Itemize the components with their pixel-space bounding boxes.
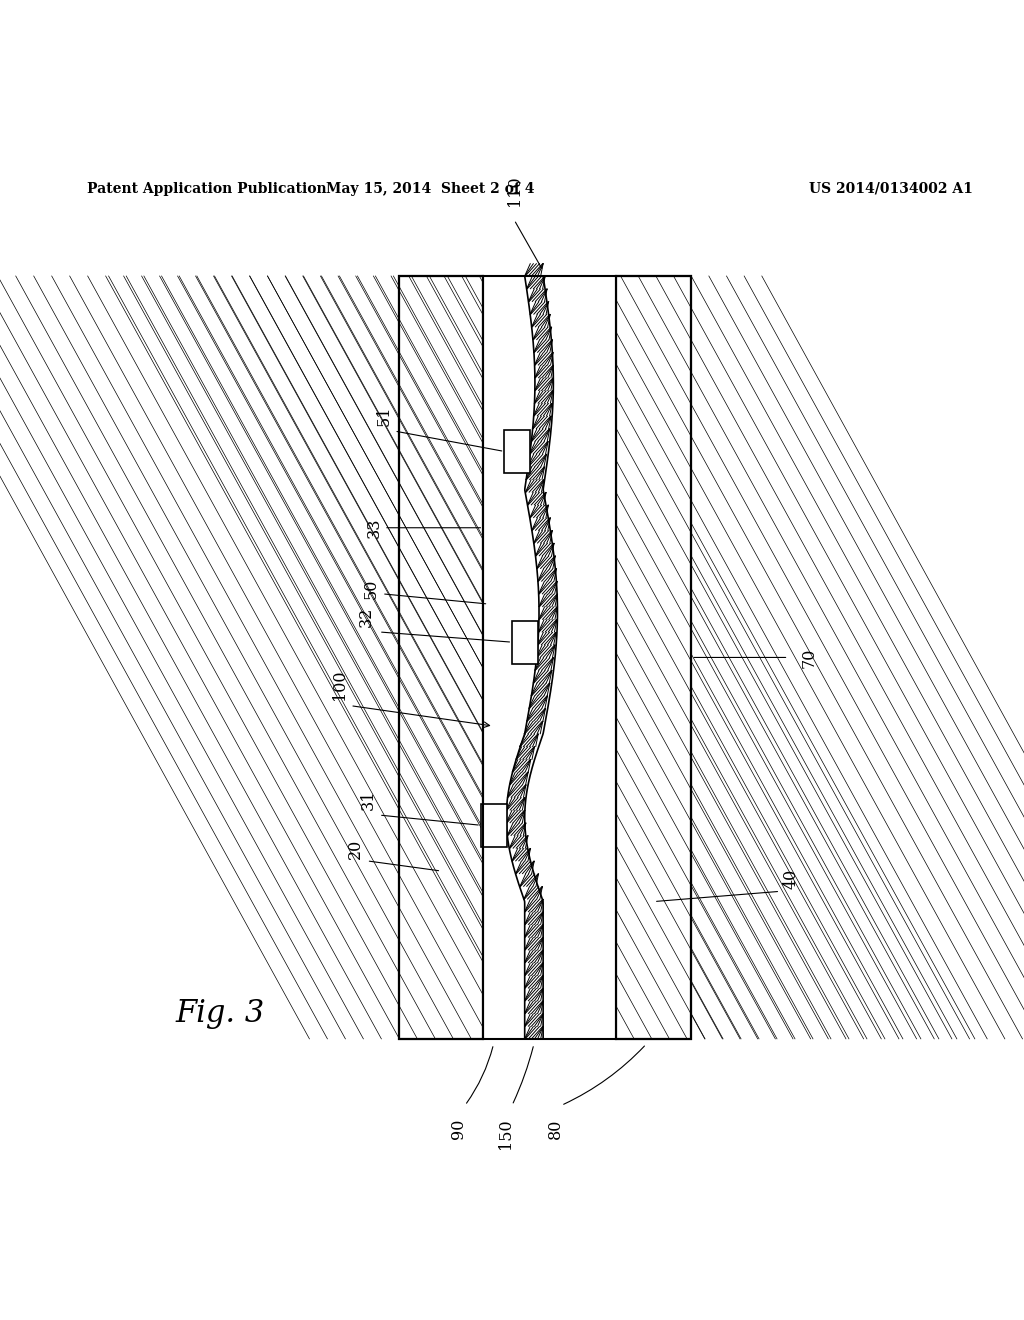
Bar <box>399 276 483 1039</box>
Text: 31: 31 <box>360 789 377 810</box>
Text: 33: 33 <box>366 517 382 539</box>
PathPatch shape <box>506 276 557 1039</box>
Text: 80: 80 <box>547 1119 563 1139</box>
Bar <box>483 276 616 1039</box>
Text: 20: 20 <box>347 838 364 859</box>
Bar <box>505 430 530 473</box>
Bar <box>616 276 691 1039</box>
Text: 51: 51 <box>376 405 392 426</box>
Text: 32: 32 <box>358 606 375 627</box>
Text: 110: 110 <box>506 176 522 206</box>
Bar <box>399 276 691 1039</box>
Bar <box>481 804 507 846</box>
Text: 150: 150 <box>498 1119 514 1150</box>
Text: US 2014/0134002 A1: US 2014/0134002 A1 <box>809 182 973 195</box>
Text: Patent Application Publication: Patent Application Publication <box>87 182 327 195</box>
Text: 90: 90 <box>451 1119 467 1139</box>
Text: 40: 40 <box>783 869 800 890</box>
Bar <box>512 620 538 664</box>
Bar <box>616 276 691 1039</box>
Text: 50: 50 <box>362 578 379 599</box>
Text: 70: 70 <box>801 647 818 668</box>
Bar <box>399 276 483 1039</box>
Text: 100: 100 <box>332 671 348 701</box>
Text: Fig. 3: Fig. 3 <box>175 998 265 1028</box>
Text: May 15, 2014  Sheet 2 of 4: May 15, 2014 Sheet 2 of 4 <box>326 182 535 195</box>
